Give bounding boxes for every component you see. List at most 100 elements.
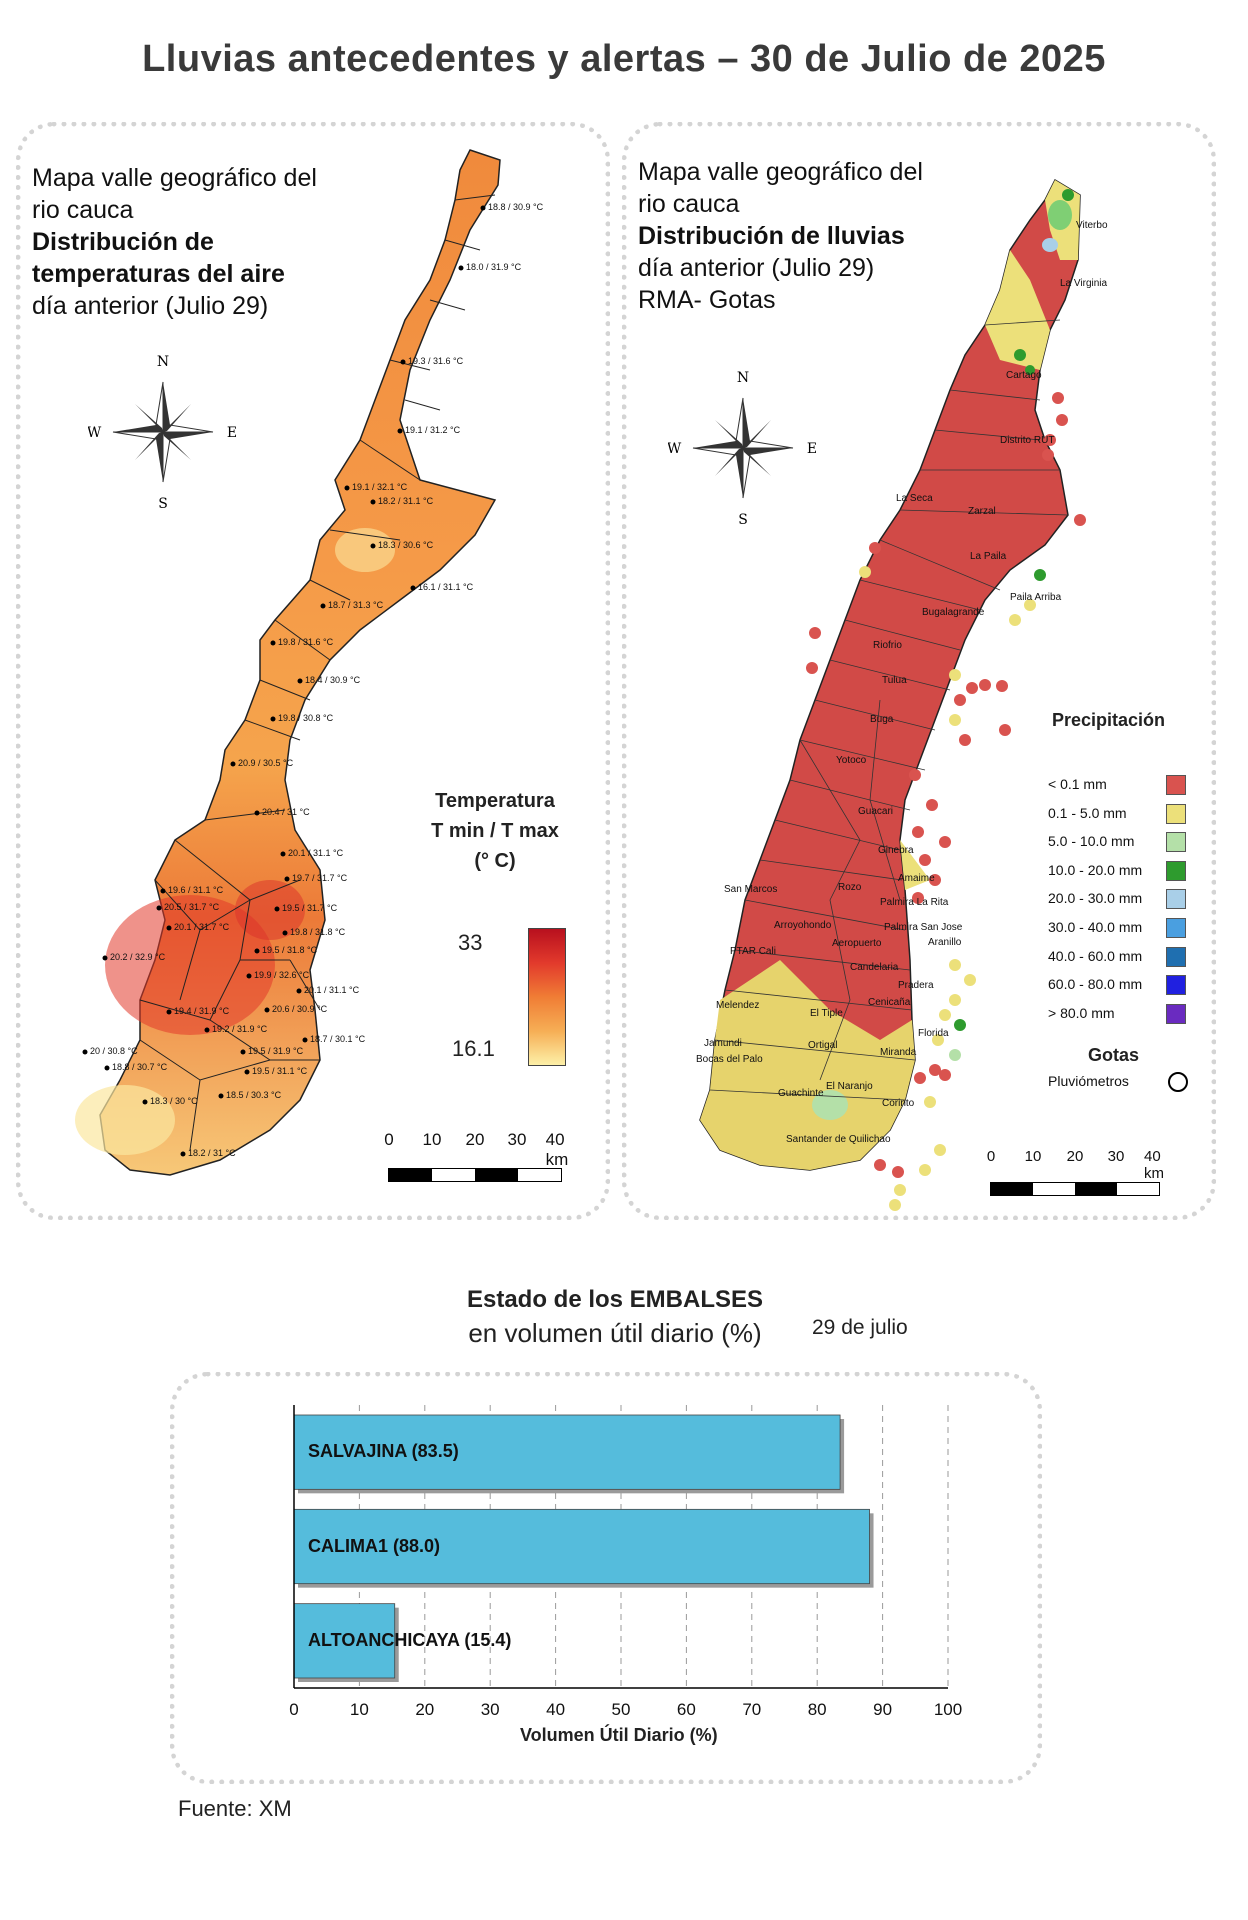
precip-legend-swatch: [1166, 775, 1186, 795]
compass-n-label: N: [157, 354, 169, 370]
rain-place-label: Aranillo: [928, 937, 962, 948]
temperature-station-label: 19.3 / 31.6 °C: [408, 356, 464, 366]
rain-title-line-1: Mapa valle geográfico del: [638, 158, 923, 186]
temperature-station-dot: [410, 585, 416, 591]
rain-gauge-dot: [914, 1072, 926, 1084]
rain-place-label: Arroyohondo: [774, 920, 832, 931]
rain-gauge-dot: [1034, 569, 1046, 581]
temperature-station-dot: [82, 1049, 88, 1055]
temperature-station-label: 19.6 / 31.1 °C: [168, 885, 224, 895]
precip-legend-label: 5.0 - 10.0 mm: [1048, 833, 1135, 850]
temperature-station-label: 18.0 / 31.9 °C: [466, 262, 522, 272]
precip-legend-label: > 80.0 mm: [1048, 1004, 1115, 1021]
rain-place-label: Santander de Quilichao: [786, 1134, 891, 1145]
reservoir-chart-panel: [170, 1372, 1042, 1784]
rain-gauge-dot: [894, 1184, 906, 1196]
bar-category-label: SALVAJINA (83.5): [308, 1441, 459, 1462]
temperature-station-dot: [246, 973, 252, 979]
gotas-legend-label: Pluviómetros: [1048, 1073, 1129, 1089]
temperature-station-label: 18.8 / 30.9 °C: [488, 202, 544, 212]
temperature-station-dot: [142, 1099, 148, 1105]
temperature-station-label: 20.1 / 31.1 °C: [304, 985, 360, 995]
temp-scale-tick-0: 0: [384, 1130, 394, 1149]
rain-gauge-dot: [912, 826, 924, 838]
temperature-station-label: 19.5 / 31.9 °C: [248, 1046, 304, 1056]
precipitation-legend-title: Precipitación: [1052, 710, 1166, 730]
temperature-station-label: 19.7 / 31.7 °C: [292, 873, 348, 883]
reservoirs-date: 29 de julio: [812, 1316, 908, 1339]
rain-gauge-dot: [949, 669, 961, 681]
rain-gauge-dot: [954, 694, 966, 706]
x-tick-label: 60: [676, 1700, 696, 1719]
rain-gauge-dot: [1024, 599, 1036, 611]
x-tick-label: 40: [546, 1700, 566, 1719]
temperature-station-label: 19.5 / 31.7 °C: [282, 903, 338, 913]
gotas-legend-title: Gotas: [1088, 1045, 1140, 1065]
precip-legend-label: 10.0 - 20.0 mm: [1048, 861, 1143, 878]
temperature-station-label: 20.9 / 30.5 °C: [238, 758, 294, 768]
temperature-station-dot: [204, 1027, 210, 1033]
rain-gauge-dot: [806, 662, 818, 674]
temperature-station-dot: [166, 925, 172, 931]
rain-place-label: Amaime: [898, 873, 935, 884]
precip-legend-swatch: [1166, 918, 1186, 938]
rain-gauge-dot: [939, 836, 951, 848]
rain-gauge-dot: [979, 679, 991, 691]
rain-place-label: Viterbo: [1076, 220, 1108, 231]
temperature-station-dot: [270, 716, 276, 722]
rain-gauge-dot: [932, 1034, 944, 1046]
temperature-station-label: 19.9 / 32.6 °C: [254, 970, 310, 980]
temperature-station-dot: [244, 1069, 250, 1075]
temp-scale-tick-10: 10: [422, 1130, 442, 1149]
temp-legend-line-3: (° C): [474, 850, 516, 872]
temperature-station-dot: [102, 955, 108, 961]
temp-title-line-4: temperaturas del aire: [32, 260, 285, 288]
rain-map-title: Mapa valle geográfico del rio cauca Dist…: [638, 156, 923, 316]
temperature-station-label: 18.4 / 30.9 °C: [305, 675, 361, 685]
temperature-station-label: 18.3 / 30 °C: [150, 1096, 198, 1106]
rain-gauge-dot: [949, 994, 961, 1006]
rain-title-bold: Distribución de lluvias: [638, 222, 905, 250]
rain-place-label: PTAR Cali: [730, 946, 776, 957]
temperature-station-label: 18.3 / 30.6 °C: [378, 540, 434, 550]
compass-rose-icon: N S E W: [88, 354, 237, 510]
rain-place-label: Palmira San Jose: [884, 922, 963, 933]
temperature-station-dot: [264, 1007, 270, 1013]
rain-gauge-dot: [1044, 434, 1056, 446]
precip-legend-swatch: [1166, 946, 1186, 967]
bar: [293, 1508, 870, 1585]
rain-gauge-dot: [924, 1096, 936, 1108]
rain-gauge-dot: [919, 854, 931, 866]
rain-place-label: San Marcos: [724, 884, 778, 895]
temperature-station-dot: [370, 499, 376, 505]
x-tick-label: 30: [480, 1700, 500, 1719]
rain-place-label: Jamundi: [704, 1038, 742, 1049]
rain-place-label: Buga: [870, 714, 894, 725]
x-tick-label: 100: [933, 1700, 963, 1719]
rain-place-label: La Paila: [970, 551, 1007, 562]
precip-legend-label: 20.0 - 30.0 mm: [1048, 890, 1143, 907]
temp-title-line-3: Distribución de: [32, 228, 214, 256]
temperature-station-dot: [480, 205, 486, 211]
compass-rose-icon: N S E W: [668, 370, 817, 526]
precip-legend-label: 60.0 - 80.0 mm: [1048, 976, 1143, 993]
rain-place-label: Ginebra: [878, 845, 914, 856]
temperature-station-dot: [296, 988, 302, 994]
rain-gauge-dot: [996, 680, 1008, 692]
temperature-station-dot: [270, 640, 276, 646]
rain-place-label: Pradera: [898, 980, 934, 991]
rain-gauge-dot: [1052, 392, 1064, 404]
rain-gauge-circle-icon: [1168, 1072, 1188, 1092]
rain-place-label: Guacari: [858, 806, 894, 817]
temperature-station-label: 19.8 / 31.6 °C: [278, 637, 334, 647]
x-tick-label: 90: [873, 1700, 893, 1719]
rain-scale-tick-10: 10: [1024, 1148, 1042, 1165]
rain-gauge-dot: [964, 974, 976, 986]
compass-e-label: E: [227, 425, 237, 441]
rain-gauge-dot: [939, 1069, 951, 1081]
temperature-station-dot: [166, 1009, 172, 1015]
temperature-station-dot: [344, 485, 350, 491]
temperature-station-dot: [282, 930, 288, 936]
temperature-legend-title: Temperatura T min / T max (° C): [415, 786, 575, 876]
rain-map: [699, 178, 1086, 1211]
